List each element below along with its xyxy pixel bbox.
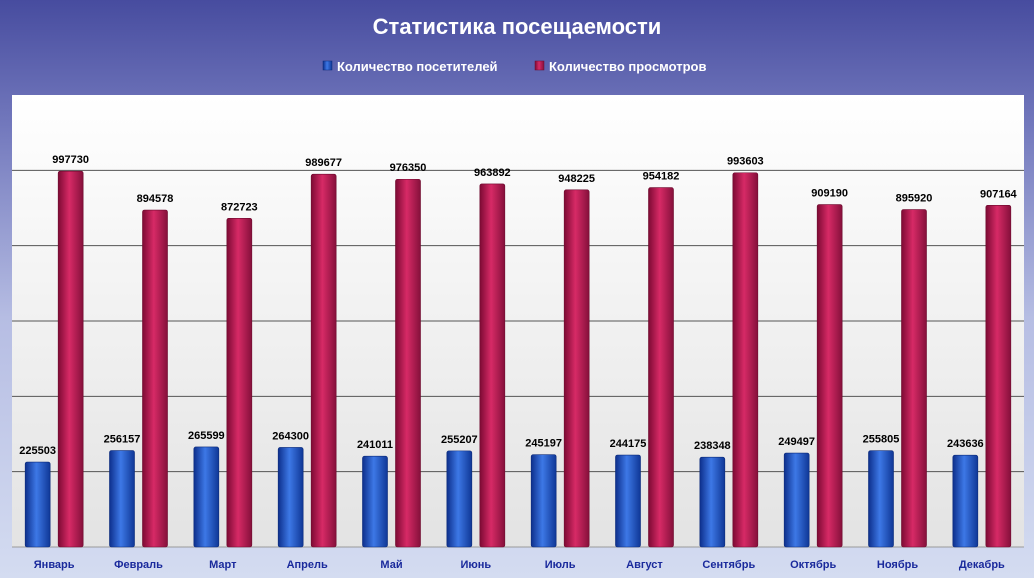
bars — [24, 170, 1012, 548]
bar-views — [226, 217, 253, 548]
value-label-visitors: 249497 — [778, 436, 815, 448]
category-label: Февраль — [114, 559, 163, 571]
category-label: Апрель — [287, 559, 328, 571]
value-label-visitors: 225503 — [19, 445, 56, 457]
bar-visitors — [783, 452, 810, 548]
bar-views — [901, 209, 927, 548]
bar-visitors — [362, 455, 388, 548]
value-label-visitors: 244175 — [610, 438, 647, 450]
bar-views — [395, 178, 421, 548]
category-labels: Январь Февраль Март Апрель Май Июнь Июль Август… — [34, 559, 1005, 571]
value-label-visitors: 265599 — [188, 430, 225, 442]
value-label-visitors: 245197 — [525, 438, 562, 450]
value-label-views: 997730 — [52, 154, 89, 166]
value-label-views: 872723 — [221, 201, 258, 213]
category-label: Март — [209, 559, 237, 571]
bar-views — [563, 189, 590, 548]
category-label: Июль — [545, 559, 576, 571]
value-label-visitors: 255805 — [863, 434, 900, 446]
value-label-views: 993603 — [727, 156, 764, 168]
value-label-views: 907164 — [980, 188, 1018, 200]
bar-visitors — [530, 454, 557, 548]
category-label: Ноябрь — [877, 559, 918, 571]
bar-views — [732, 172, 759, 548]
legend: Количество посетителей Количество просмо… — [322, 59, 706, 74]
value-label-views: 895920 — [896, 193, 933, 205]
value-label-visitors: 238348 — [694, 440, 731, 452]
value-labels: 225503 997730 256157 894578 265599 872723 2643… — [19, 154, 1017, 457]
bar-visitors — [277, 447, 304, 548]
bar-visitors — [109, 450, 135, 548]
category-label: Май — [380, 559, 402, 571]
value-label-visitors: 264300 — [272, 430, 309, 442]
bar-visitors — [615, 454, 641, 548]
value-label-views: 989677 — [305, 157, 342, 169]
value-label-views: 894578 — [137, 193, 174, 205]
category-label: Декабрь — [959, 559, 1005, 571]
bar-views — [648, 187, 674, 548]
value-label-views: 909190 — [811, 188, 848, 200]
value-label-visitors: 255207 — [441, 434, 478, 446]
category-label: Январь — [34, 559, 75, 571]
bar-visitors — [952, 454, 979, 548]
bar-views — [57, 170, 84, 548]
legend-swatch-visitors — [322, 60, 333, 71]
gridlines — [12, 169, 1024, 473]
bar-views — [310, 173, 337, 548]
legend-swatch-views — [534, 60, 545, 71]
bar-visitors — [446, 450, 473, 548]
bar-views — [816, 204, 843, 548]
bar-views — [142, 209, 168, 548]
bar-visitors — [699, 456, 726, 548]
chart-title: Статистика посещаемости — [373, 14, 662, 39]
category-label: Сентябрь — [702, 559, 755, 571]
bar-views — [479, 183, 506, 548]
bar-visitors — [24, 461, 51, 548]
category-label: Октябрь — [790, 559, 836, 571]
category-label: Июнь — [460, 559, 491, 571]
category-label: Август — [626, 559, 663, 571]
value-label-views: 963892 — [474, 167, 511, 179]
value-label-views: 976350 — [390, 162, 427, 174]
value-label-views: 954182 — [643, 171, 680, 183]
value-label-visitors: 256157 — [104, 434, 141, 446]
bar-views — [985, 205, 1012, 548]
value-label-visitors: 243636 — [947, 438, 984, 450]
bar-visitors — [193, 446, 220, 548]
legend-label-views: Количество просмотров — [549, 59, 706, 74]
bar-visitors — [868, 450, 894, 548]
value-label-visitors: 241011 — [357, 439, 393, 451]
value-label-views: 948225 — [558, 173, 595, 185]
legend-label-visitors: Количество посетителей — [337, 59, 498, 74]
